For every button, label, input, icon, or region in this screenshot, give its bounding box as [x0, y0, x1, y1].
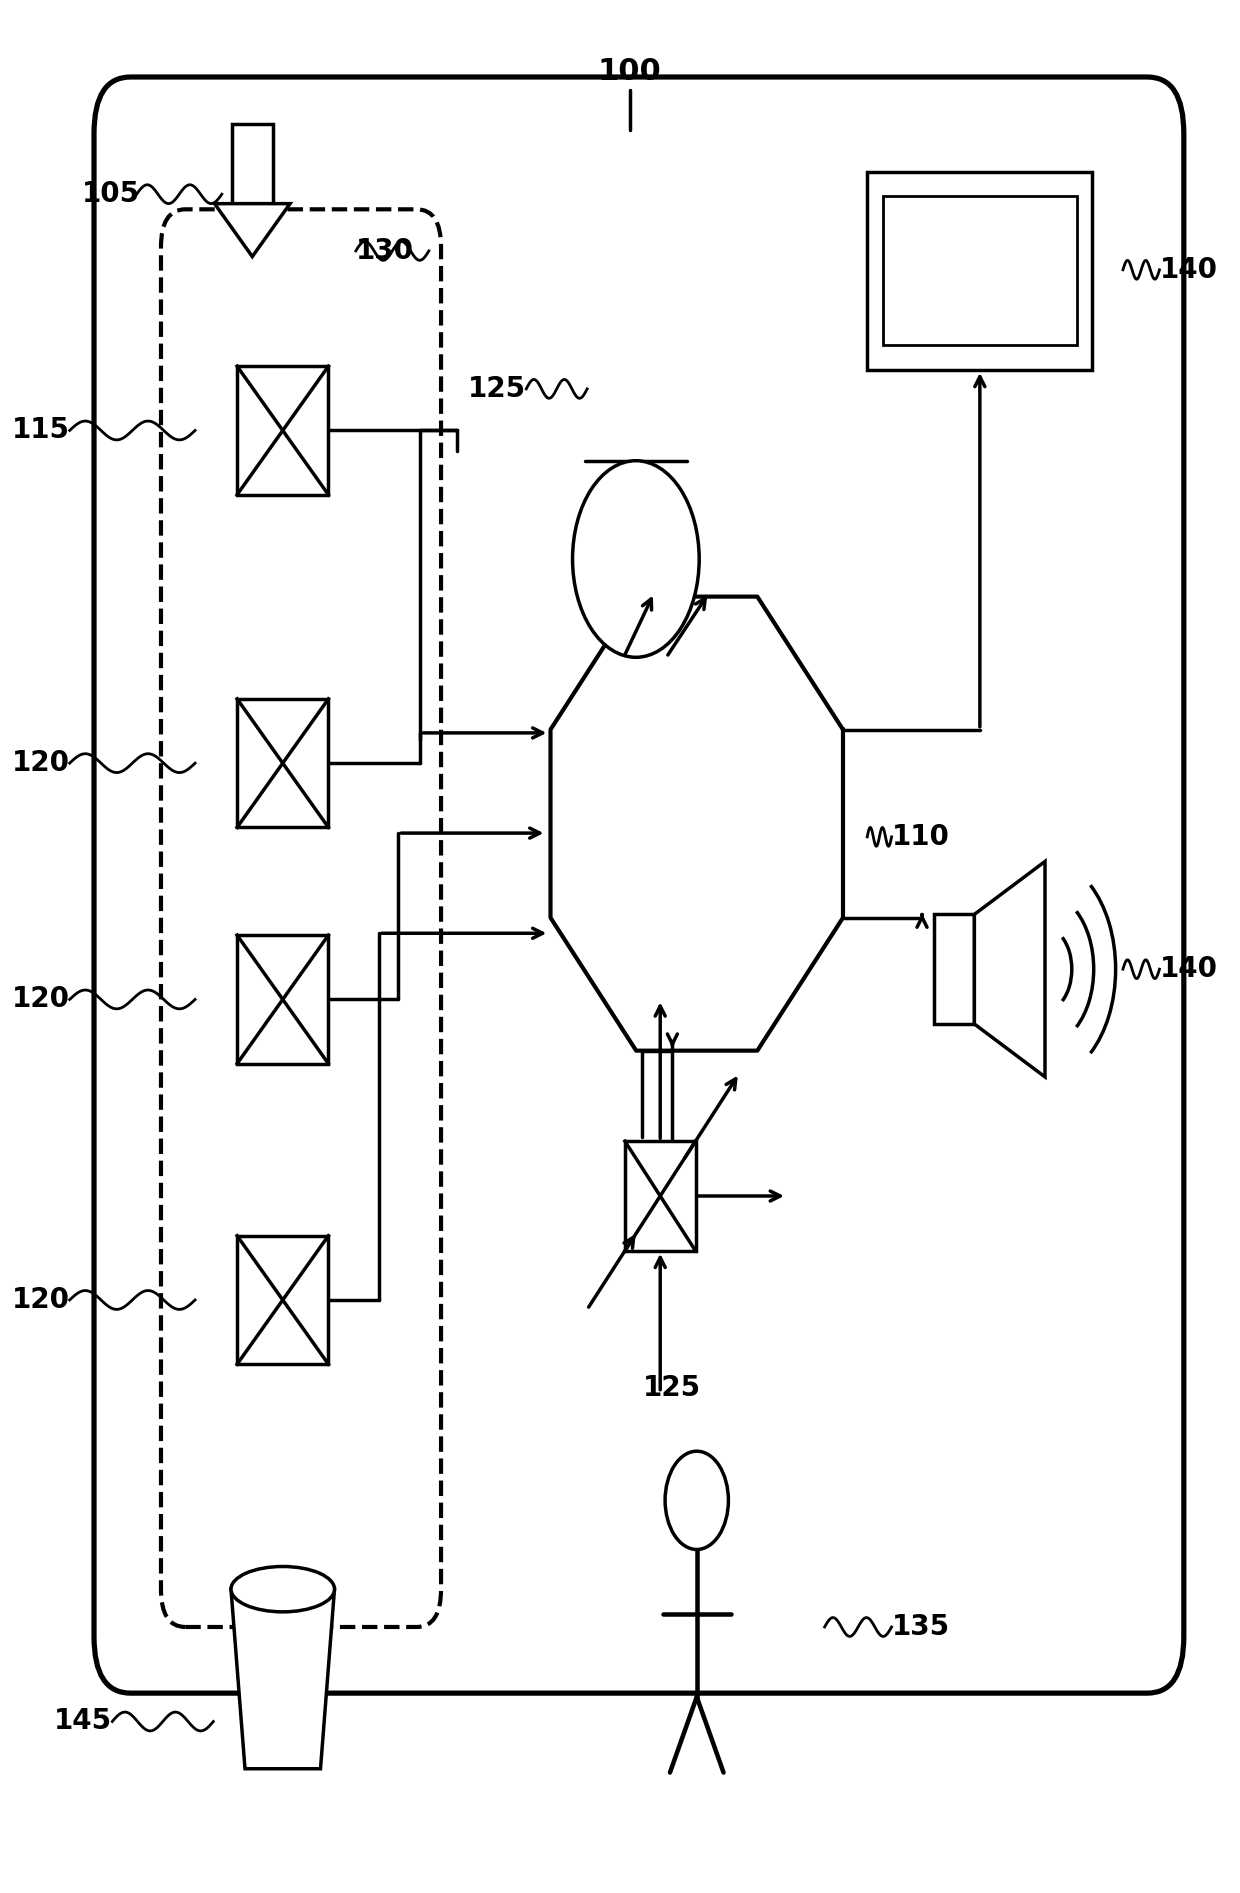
Text: 140: 140 — [1159, 256, 1218, 284]
Text: 120: 120 — [11, 1285, 69, 1314]
Bar — [867, 172, 1092, 369]
Ellipse shape — [231, 1567, 335, 1611]
Text: 120: 120 — [11, 750, 69, 778]
Polygon shape — [232, 125, 273, 204]
Bar — [237, 1236, 329, 1365]
Text: 110: 110 — [892, 823, 950, 850]
Circle shape — [573, 460, 699, 657]
Text: 125: 125 — [469, 375, 526, 403]
Bar — [883, 197, 1076, 345]
Text: 115: 115 — [11, 416, 69, 445]
Bar — [237, 935, 329, 1064]
Bar — [934, 914, 975, 1024]
Polygon shape — [215, 204, 290, 257]
Text: 145: 145 — [55, 1707, 113, 1736]
Text: 105: 105 — [82, 180, 140, 208]
Text: 140: 140 — [1159, 956, 1218, 982]
Text: 135: 135 — [892, 1613, 950, 1641]
Polygon shape — [975, 861, 1045, 1077]
Polygon shape — [231, 1590, 335, 1768]
Text: 100: 100 — [598, 57, 662, 87]
FancyBboxPatch shape — [94, 78, 1184, 1692]
Bar — [625, 1141, 696, 1251]
Bar — [237, 365, 329, 494]
Bar — [237, 699, 329, 827]
Circle shape — [665, 1452, 728, 1550]
Text: 125: 125 — [644, 1374, 702, 1401]
Text: 130: 130 — [356, 237, 414, 265]
Text: 120: 120 — [11, 986, 69, 1013]
Polygon shape — [551, 596, 843, 1051]
